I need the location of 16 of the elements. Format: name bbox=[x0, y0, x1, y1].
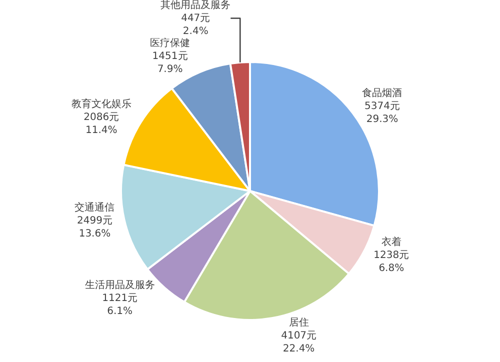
slice-label: 衣着 bbox=[381, 236, 402, 248]
data-label: 2499元 13.6% bbox=[76, 216, 112, 240]
slice-label: 生活用品及服务 bbox=[84, 279, 155, 292]
data-label: 1121元 6.1% bbox=[102, 293, 138, 318]
data-label: 1451元 7.9% bbox=[152, 51, 188, 76]
slice-label: 食品烟酒 bbox=[362, 87, 402, 100]
data-label: 1238元 6.8% bbox=[374, 250, 410, 274]
slice-label: 交通通信 bbox=[74, 202, 115, 214]
slice-label: 医疗保健 bbox=[150, 37, 190, 50]
data-label: 4107元 22.4% bbox=[281, 330, 317, 355]
data-label: 2086元 11.4% bbox=[84, 112, 120, 136]
data-label: 447元 2.4% bbox=[181, 13, 210, 38]
data-label: 5374元 29.3% bbox=[364, 101, 400, 126]
slice-label: 教育文化娱乐 bbox=[71, 98, 132, 110]
slice-label: 其他用品及服务 bbox=[160, 0, 231, 12]
slice-label: 居住 bbox=[288, 318, 309, 329]
